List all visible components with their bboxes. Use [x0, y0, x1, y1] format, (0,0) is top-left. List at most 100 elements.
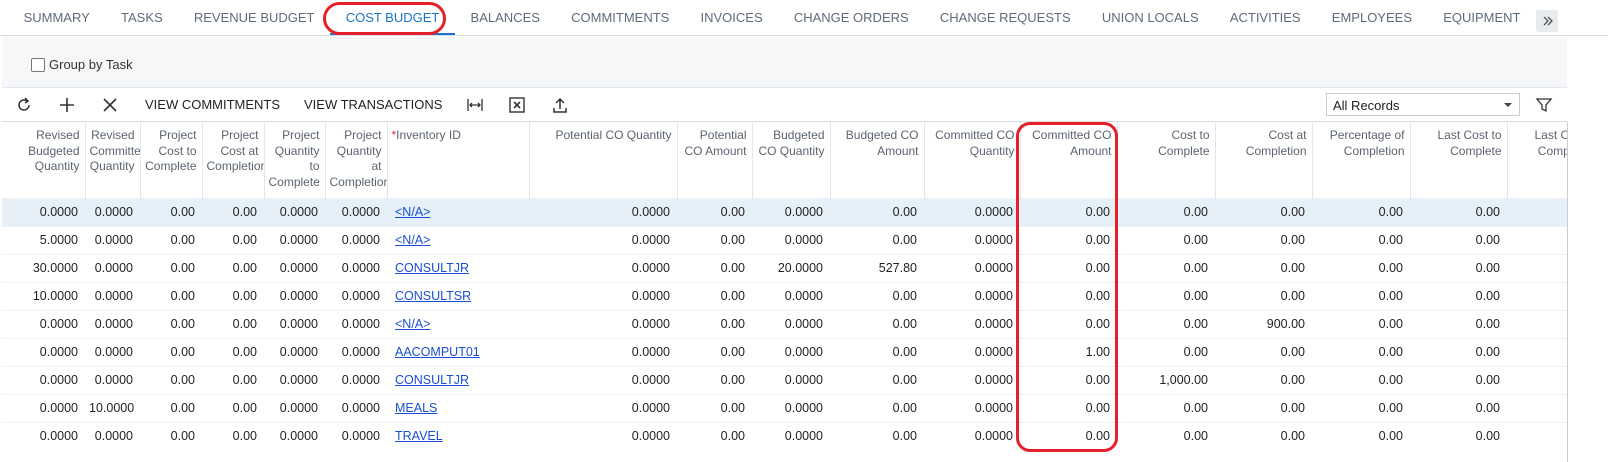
table-row[interactable]: 0.00000.00000.000.000.00000.0000AACOMPUT… [2, 338, 1568, 366]
records-select[interactable]: All Records [1326, 93, 1520, 116]
header-text: Committed CO Amount [1032, 128, 1111, 158]
cell: 0.0000 [924, 338, 1020, 366]
toolbar-button[interactable]: VIEW COMMITMENTS [145, 97, 280, 112]
cell: 0.0000 [264, 422, 325, 450]
cell: 0.0000 [529, 422, 677, 450]
cell: 0.00 [1020, 254, 1117, 282]
cell: 0.0000 [752, 366, 830, 394]
column-header[interactable]: Revised Budgeted Quantity [2, 122, 85, 198]
header-text: Project Cost at Completion [207, 128, 265, 173]
column-header[interactable]: Project Cost at Completion [202, 122, 264, 198]
cell: 0.00 [677, 198, 752, 226]
column-header[interactable]: Potential CO Amount [677, 122, 752, 198]
inventory-link[interactable]: CONSULTSR [395, 289, 471, 303]
tab[interactable]: ACTIVITIES [1214, 0, 1316, 35]
column-header[interactable]: Potential CO Quantity [529, 122, 677, 198]
cell: 0.0000 [325, 226, 387, 254]
cell: 0.00 [1507, 198, 1568, 226]
column-header[interactable]: Budgeted CO Amount [830, 122, 924, 198]
column-header[interactable]: Budgeted CO Quantity [752, 122, 830, 198]
more-tabs-button[interactable] [1536, 10, 1558, 32]
column-header[interactable]: Revised Committed Quantity [85, 122, 140, 198]
fit-columns-icon[interactable] [466, 96, 484, 114]
dropdown-arrow [1503, 102, 1513, 108]
tab[interactable]: EQUIPMENT [1428, 0, 1536, 35]
column-header[interactable]: Last Cost to Complete [1410, 122, 1507, 198]
inventory-link[interactable]: AACOMPUT01 [395, 345, 480, 359]
delete-icon[interactable] [101, 96, 119, 114]
tab[interactable]: SUMMARY [8, 0, 105, 35]
header-text: Potential CO Amount [684, 128, 746, 158]
table-row[interactable]: 0.00000.00000.000.000.00000.0000CONSULTJ… [2, 366, 1568, 394]
tab[interactable]: TASKS [105, 0, 178, 35]
tab[interactable]: REVENUE BUDGET [178, 0, 330, 35]
table-row[interactable]: 10.00000.00000.000.000.00000.0000CONSULT… [2, 282, 1568, 310]
table-row[interactable]: 0.00000.00000.000.000.00000.0000<N/A>0.0… [2, 198, 1568, 226]
cell: 0.0000 [752, 422, 830, 450]
cell: 0.00 [1215, 198, 1312, 226]
inventory-link[interactable]: <N/A> [395, 205, 430, 219]
cell: 0.0000 [2, 422, 85, 450]
inventory-link[interactable]: TRAVEL [395, 429, 443, 443]
inventory-link[interactable]: <N/A> [395, 317, 430, 331]
cell: 0.00 [1020, 282, 1117, 310]
tab[interactable]: BALANCES [455, 0, 556, 35]
cell: 0.00 [677, 422, 752, 450]
cell: <N/A> [387, 310, 529, 338]
inventory-link[interactable]: CONSULTJR [395, 261, 469, 275]
table-row[interactable]: 5.00000.00000.000.000.00000.0000<N/A>0.0… [2, 226, 1568, 254]
column-header[interactable]: Committed CO Amount [1020, 122, 1117, 198]
cell: 0.00 [1410, 254, 1507, 282]
column-header[interactable]: Cost at Completion [1215, 122, 1312, 198]
cell: 0.00 [202, 310, 264, 338]
header-text: Last Cost to Complete [1437, 128, 1501, 158]
table-row[interactable]: 0.00000.00000.000.000.00000.0000<N/A>0.0… [2, 310, 1568, 338]
cell: 0.0000 [752, 198, 830, 226]
column-header[interactable]: Committed CO Quantity [924, 122, 1020, 198]
column-header[interactable]: Project Quantity to Complete [264, 122, 325, 198]
cell: CONSULTJR [387, 254, 529, 282]
column-header[interactable]: Project Cost to Complete [140, 122, 202, 198]
cell: 0.00 [830, 310, 924, 338]
tab[interactable]: INVOICES [685, 0, 778, 35]
cell: 0.0000 [325, 394, 387, 422]
excel-icon[interactable] [508, 96, 526, 114]
header-text: Last Cost at Completion [1534, 128, 1568, 158]
column-header[interactable]: Last Cost at Completion [1507, 122, 1568, 198]
column-header[interactable]: Percentage of Completion [1312, 122, 1410, 198]
checkbox[interactable] [31, 58, 45, 72]
tab[interactable]: COST BUDGET [330, 0, 455, 35]
tab[interactable]: COMMITMENTS [556, 0, 685, 35]
tab[interactable]: UNION LOCALS [1086, 0, 1214, 35]
inventory-link[interactable]: <N/A> [395, 233, 430, 247]
table-row[interactable]: 30.00000.00000.000.000.00000.0000CONSULT… [2, 254, 1568, 282]
cell: 0.00 [1410, 422, 1507, 450]
cell: 20.0000 [752, 254, 830, 282]
table-row[interactable]: 0.000010.00000.000.000.00000.0000MEALS0.… [2, 394, 1568, 422]
tab[interactable]: CHANGE REQUESTS [924, 0, 1086, 35]
cell: 0.0000 [325, 366, 387, 394]
cell: 0.00 [140, 254, 202, 282]
inventory-link[interactable]: MEALS [395, 401, 437, 415]
cell: 0.0000 [2, 198, 85, 226]
tab[interactable]: EMPLOYEES [1316, 0, 1427, 35]
refresh-icon[interactable] [16, 96, 34, 114]
column-header[interactable]: Cost to Complete [1117, 122, 1215, 198]
upload-icon[interactable] [551, 96, 569, 114]
cell: 0.00 [1507, 422, 1568, 450]
inventory-link[interactable]: CONSULTJR [395, 373, 469, 387]
cell: 0.00 [1117, 254, 1215, 282]
cell: 0.0000 [529, 338, 677, 366]
cell: 0.0000 [2, 394, 85, 422]
cell: 0.00 [140, 338, 202, 366]
cell: 0.0000 [325, 310, 387, 338]
add-icon[interactable] [58, 96, 76, 114]
toolbar-button[interactable]: VIEW TRANSACTIONS [304, 97, 442, 112]
cell: 0.00 [677, 310, 752, 338]
tab[interactable]: CHANGE ORDERS [778, 0, 924, 35]
column-header[interactable]: Project Quantity at Completion [325, 122, 387, 198]
filter-icon[interactable] [1535, 96, 1553, 114]
table-row[interactable]: 0.00000.00000.000.000.00000.0000TRAVEL0.… [2, 422, 1568, 450]
column-header[interactable]: *Inventory ID [387, 122, 529, 198]
cell: 0.0000 [264, 226, 325, 254]
